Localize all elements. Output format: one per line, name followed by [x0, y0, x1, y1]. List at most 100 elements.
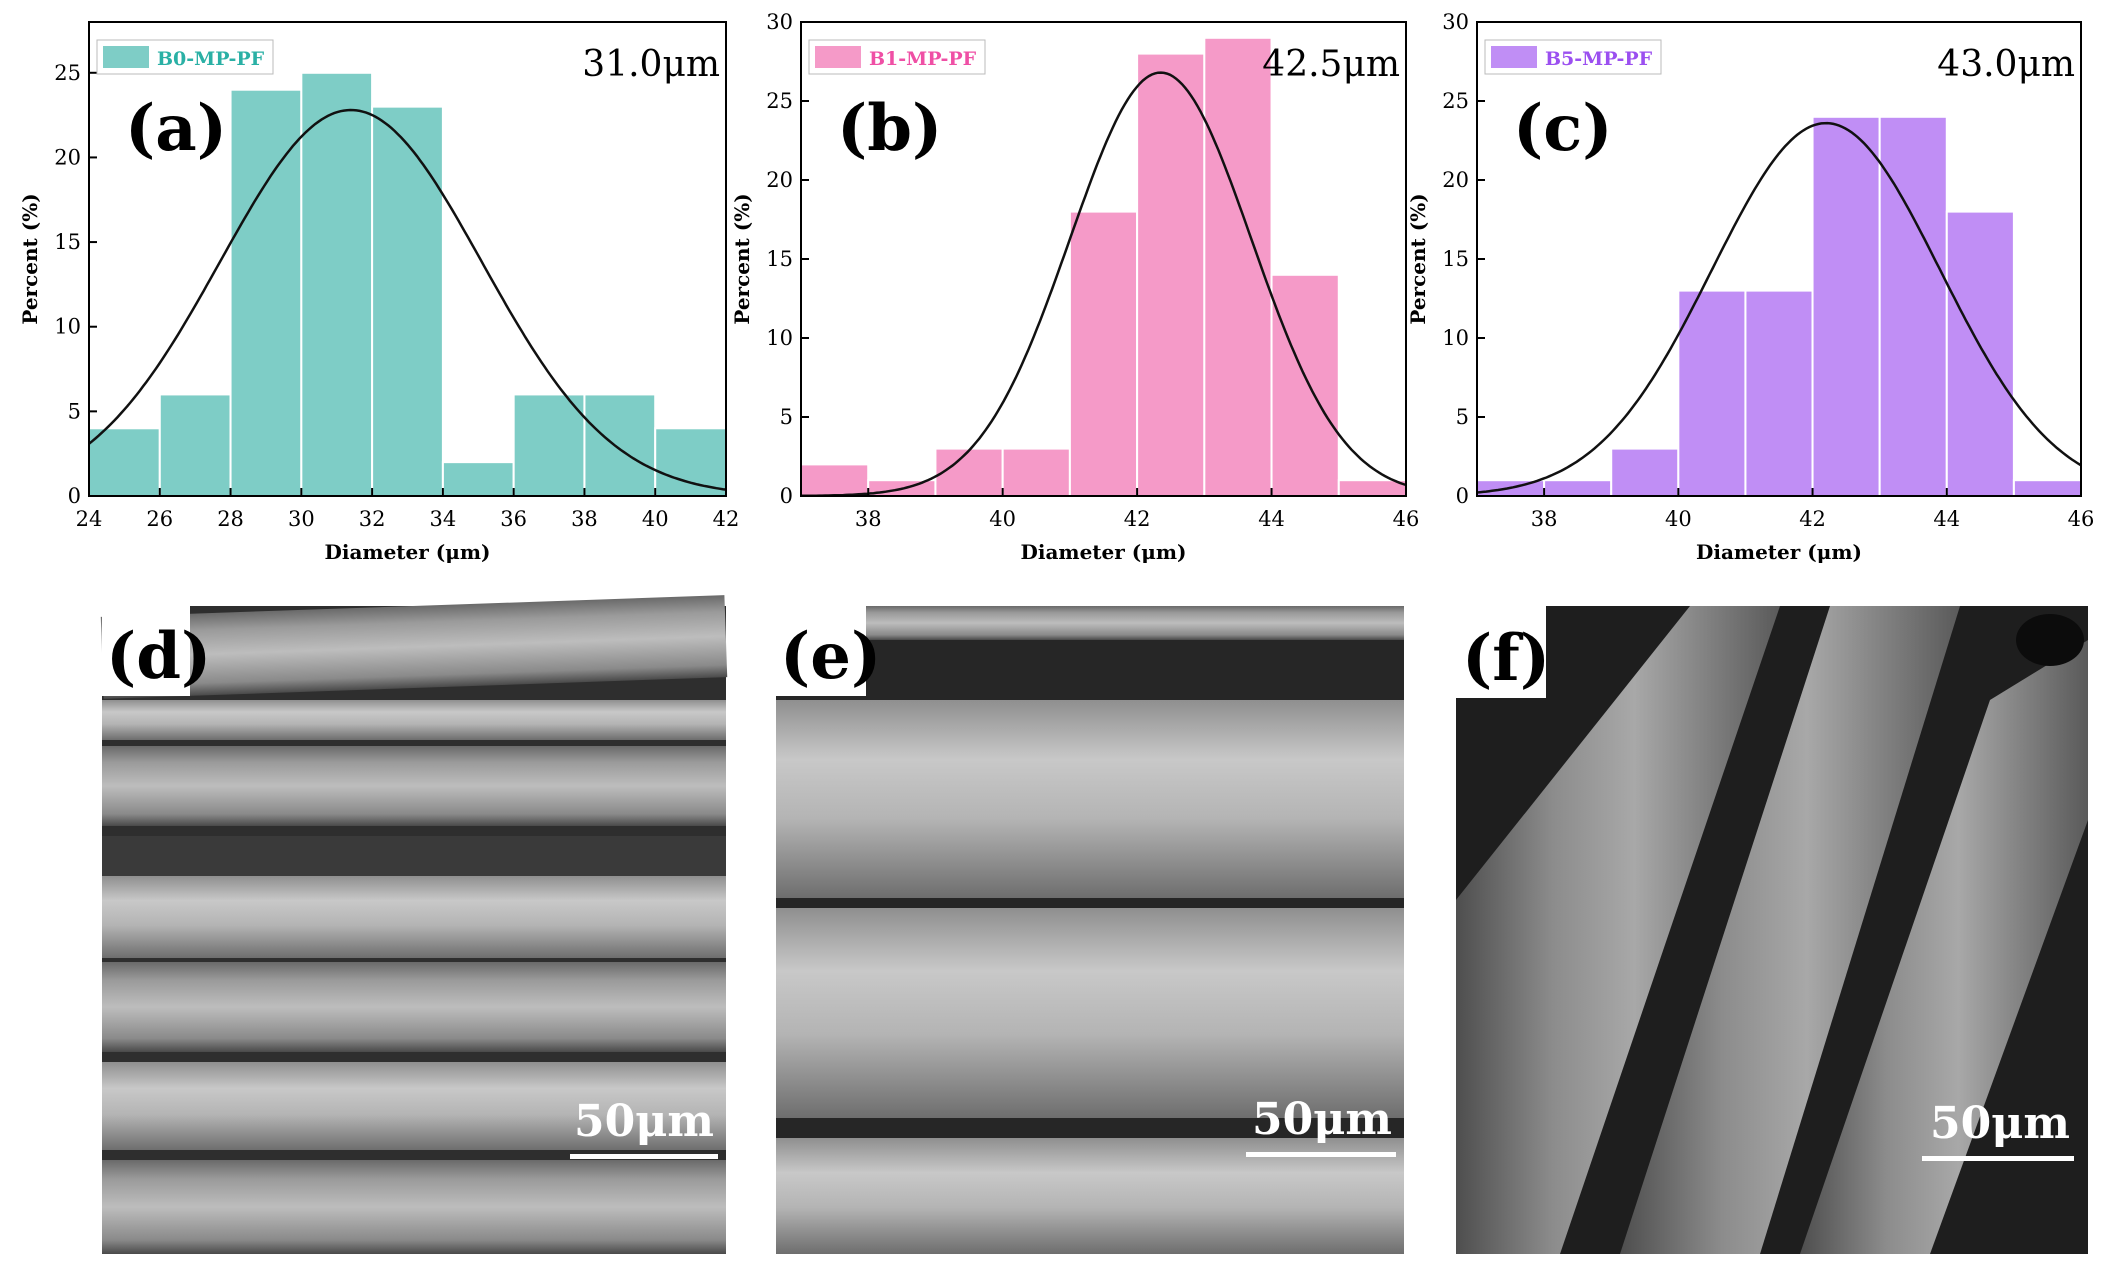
sem-fiber — [102, 1160, 726, 1254]
sem-fiber — [776, 700, 1404, 898]
panel-label-box — [102, 606, 190, 696]
panel-label-d: (d) — [106, 619, 211, 694]
scale-bar-e — [1246, 1152, 1396, 1157]
y-tick-label-b: 5 — [780, 405, 793, 429]
scale-bar-f — [1922, 1156, 2074, 1161]
histogram-bar-a — [512, 393, 586, 497]
panel-label-e: (e) — [780, 619, 881, 694]
legend-label-a: B0-MP-PF — [157, 48, 265, 70]
histogram-bar-a — [88, 427, 161, 497]
fit-curve-a — [88, 108, 727, 491]
histogram-bar-b — [800, 463, 870, 497]
x-tick-label-c: 44 — [1933, 507, 1960, 531]
histogram-bar-c — [1744, 289, 1814, 497]
y-tick-label-c: 20 — [1442, 168, 1469, 192]
x-tick-label-b: 40 — [989, 507, 1016, 531]
panel-label-f: (f) — [1462, 621, 1550, 696]
x-tick-label-a: 36 — [500, 507, 527, 531]
panel-label-b: (b) — [837, 91, 942, 166]
y-tick-label-c: 30 — [1442, 10, 1469, 34]
sem-fiber — [102, 700, 726, 740]
x-tick-label-a: 40 — [642, 507, 669, 531]
sem-pore — [2016, 614, 2084, 666]
panel-label-a: (a) — [125, 91, 227, 166]
histogram-bar-c — [1610, 447, 1680, 498]
plot-frame-a — [88, 21, 727, 497]
scale-bar-label-d: 50μm — [574, 1096, 714, 1147]
y-tick-label-c: 5 — [1456, 405, 1469, 429]
x-tick-label-b: 42 — [1124, 507, 1151, 531]
x-tick-label-c: 38 — [1531, 507, 1558, 531]
y-tick-label-a: 20 — [54, 145, 81, 169]
x-tick-label-a: 34 — [430, 507, 457, 531]
x-tick-label-a: 28 — [217, 507, 244, 531]
sem-image-f: (f) 50μm — [1456, 606, 2088, 1254]
histogram-panel-a: 24 26 28 30 32 34 36 38 40 42 0 5 10 15 20 25 Diameter (… — [18, 21, 740, 564]
histogram-bar-c — [1878, 115, 1948, 498]
y-tick-label-c: 0 — [1456, 484, 1469, 508]
sem-fiber — [1620, 606, 1960, 1254]
legend-label-c: B5-MP-PF — [1545, 48, 1653, 70]
y-tick-label-b: 15 — [766, 247, 793, 271]
sem-fiber — [776, 908, 1404, 1118]
fit-curve-c — [1476, 121, 2082, 494]
x-tick-label-a: 30 — [288, 507, 315, 531]
x-tick-label-a: 26 — [146, 507, 173, 531]
histogram-bar-b — [934, 447, 1004, 498]
panel-label-box — [1456, 606, 1546, 698]
x-axis-title-b: Diameter (μm) — [1021, 540, 1187, 564]
histogram-bar-c — [1677, 289, 1747, 497]
y-tick-label-a: 10 — [54, 315, 81, 339]
x-tick-label-c: 46 — [2068, 507, 2095, 531]
panel-label-c: (c) — [1513, 91, 1613, 166]
y-axis-title-a: Percent (%) — [18, 193, 42, 324]
histogram-bar-c — [1543, 479, 1613, 498]
mean-diameter-label-a: 31.0μm — [582, 44, 720, 85]
histogram-bar-a — [371, 105, 444, 498]
histogram-bar-b — [1136, 52, 1206, 497]
y-tick-label-b: 0 — [780, 484, 793, 508]
x-tick-label-b: 38 — [855, 507, 882, 531]
histogram-bar-a — [441, 461, 515, 497]
y-axis-title-b: Percent (%) — [730, 193, 754, 324]
mean-diameter-label-b: 42.5μm — [1262, 44, 1400, 85]
x-tick-label-a: 24 — [76, 507, 103, 531]
sem-fiber — [1456, 606, 1780, 1254]
histogram-panel-b: 38 40 42 44 46 0 5 10 15 20 25 30 Diameter (μm) Perce… — [730, 10, 1419, 564]
legend-swatch-b — [815, 46, 861, 68]
histogram-panel-c: 38 40 42 44 46 0 5 10 15 20 25 30 Diameter (μm) Perce… — [1406, 10, 2094, 564]
histogram-bar-a — [158, 393, 232, 497]
sem-fiber — [776, 606, 1404, 640]
scale-bar-label-e: 50μm — [1252, 1094, 1392, 1145]
y-tick-label-c: 15 — [1442, 247, 1469, 271]
mean-diameter-label-c: 43.0μm — [1937, 44, 2075, 85]
sem-fiber — [100, 595, 728, 699]
x-axis-title-c: Diameter (μm) — [1696, 540, 1862, 564]
x-tick-label-c: 40 — [1665, 507, 1692, 531]
histogram-bar-b — [1270, 273, 1340, 497]
sem-gap — [102, 836, 726, 876]
histogram-bar-c — [1811, 115, 1881, 498]
histogram-bar-b — [1001, 447, 1071, 498]
histogram-bar-c — [1945, 210, 2015, 497]
y-axis-title-c: Percent (%) — [1406, 193, 1430, 324]
legend-swatch-a — [103, 46, 149, 68]
x-tick-label-a: 32 — [359, 507, 386, 531]
scale-bar-d — [570, 1154, 718, 1159]
fit-curve-b — [801, 71, 1407, 498]
x-tick-label-a: 42 — [713, 507, 740, 531]
panel-label-box — [776, 606, 866, 696]
histogram-bar-c — [2012, 479, 2083, 498]
sem-fiber — [102, 962, 726, 1052]
x-tick-label-b: 46 — [1393, 507, 1420, 531]
x-tick-label-c: 42 — [1799, 507, 1826, 531]
y-tick-label-b: 30 — [766, 10, 793, 34]
y-tick-label-b: 20 — [766, 168, 793, 192]
sem-fiber — [1800, 640, 2088, 1254]
y-tick-label-a: 5 — [68, 399, 81, 423]
y-tick-label-c: 25 — [1442, 89, 1469, 113]
y-tick-label-a: 0 — [68, 484, 81, 508]
legend-swatch-c — [1491, 46, 1537, 68]
sem-fiber — [776, 1138, 1404, 1254]
